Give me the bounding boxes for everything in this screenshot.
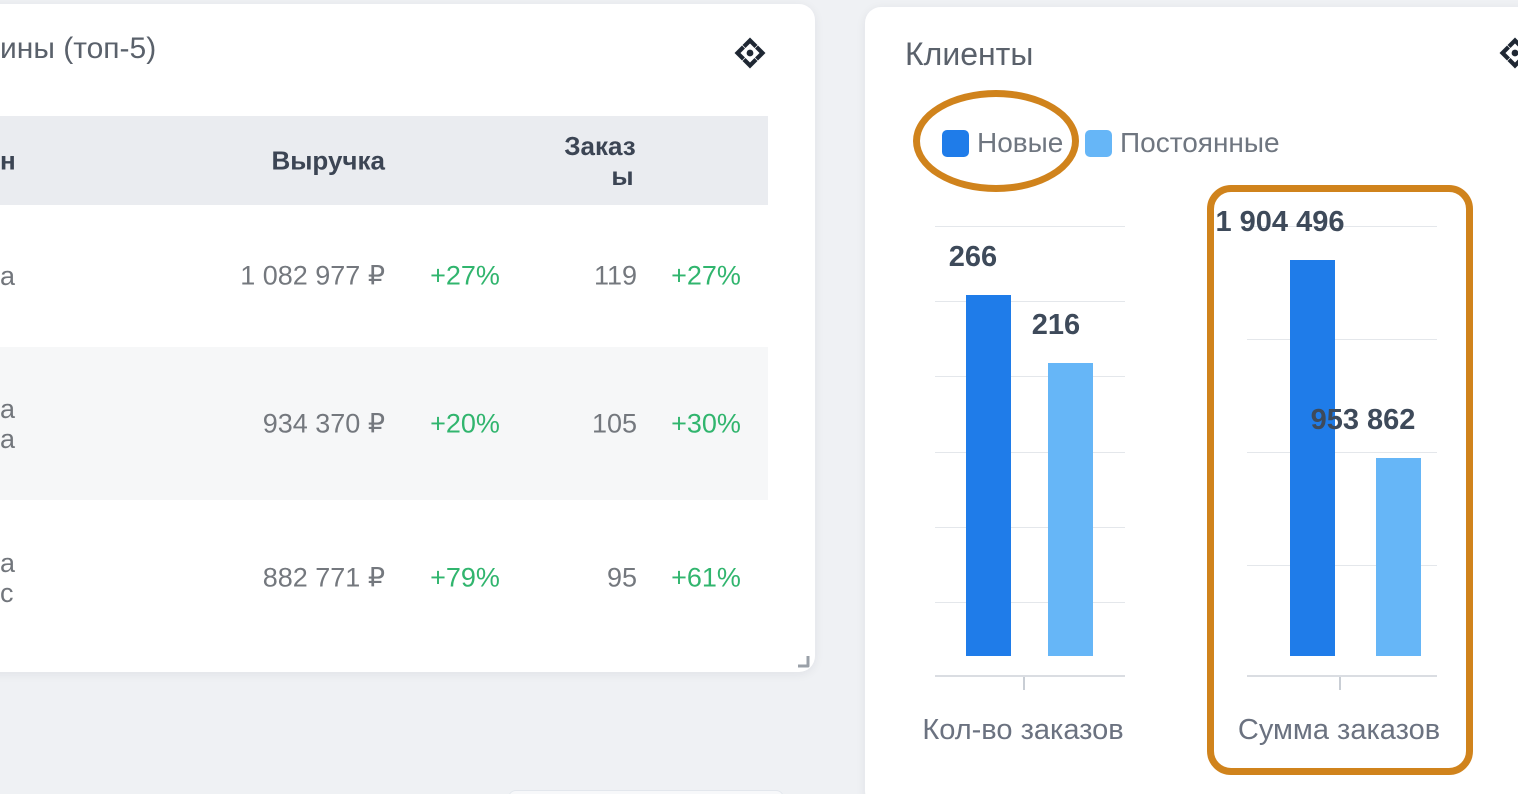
- move-icon[interactable]: [1498, 36, 1518, 70]
- bar-value-label: 1 904 496: [1215, 206, 1345, 239]
- store-name-fragment: а а: [0, 393, 16, 454]
- gridline: [1247, 226, 1437, 227]
- revenue-delta-badge: +79%: [430, 562, 500, 592]
- legend-swatch-new: [942, 129, 969, 157]
- stores-table: н Выручка Заказ ы а 1 082 977 ₽ +27% 119…: [0, 116, 768, 655]
- orders-value: 95: [606, 562, 637, 592]
- gridline: [1247, 339, 1437, 340]
- bar-new-count[interactable]: [966, 294, 1011, 656]
- legend-label-new: Новые: [977, 127, 1064, 158]
- revenue-value: 934 370 ₽: [262, 408, 385, 438]
- store-name-fragment: а с: [0, 547, 16, 608]
- axis-tick: [1023, 677, 1025, 690]
- legend-item-regular[interactable]: Постоянные: [1085, 127, 1280, 159]
- legend-item-new[interactable]: Новые: [942, 127, 1063, 159]
- header-revenue: Выручка: [271, 145, 385, 175]
- orders-value: 119: [593, 260, 637, 291]
- bar-regular-sum[interactable]: [1376, 457, 1421, 656]
- gridline: [935, 301, 1125, 302]
- category-label-order-sum: Сумма заказов: [1237, 714, 1441, 746]
- stores-card-title: ины (топ-5): [0, 32, 157, 65]
- clients-card-title: Клиенты: [905, 36, 1034, 72]
- orders-delta-badge: +27%: [671, 260, 741, 291]
- revenue-delta-badge: +27%: [430, 260, 500, 291]
- store-name-fragment: а: [0, 261, 16, 291]
- bottom-card-edge: [508, 790, 784, 794]
- bar-new-sum[interactable]: [1290, 260, 1335, 656]
- table-header-row: н Выручка Заказ ы: [0, 116, 768, 205]
- gridline: [1247, 565, 1437, 566]
- gridline: [935, 452, 1125, 453]
- orders-delta-badge: +30%: [671, 408, 741, 438]
- table-row: а а 934 370 ₽ +20% 105 +30%: [0, 347, 768, 500]
- category-label-order-count: Кол-во заказов: [922, 714, 1124, 746]
- move-icon-glyph: [1499, 37, 1518, 69]
- header-orders: Заказ ы: [564, 130, 636, 191]
- legend-swatch-regular: [1085, 129, 1112, 157]
- gridline: [935, 376, 1125, 377]
- bar-value-label: 216: [1031, 308, 1081, 341]
- gridline: [935, 602, 1125, 603]
- clients-card: Клиенты Новые Постоянные 266 216: [865, 7, 1518, 794]
- resize-corner-glyph: [798, 656, 810, 668]
- header-store: н: [0, 145, 16, 175]
- gridline: [1247, 452, 1437, 453]
- legend-label-regular: Постоянные: [1120, 127, 1280, 158]
- chart-group-order-sum: 1 904 496 953 862: [1215, 206, 1437, 690]
- gridline: [935, 527, 1125, 528]
- gridline: [935, 226, 1125, 227]
- move-icon[interactable]: [733, 36, 767, 70]
- revenue-value: 882 771 ₽: [262, 562, 385, 592]
- bar-value-label: 266: [948, 240, 998, 273]
- resize-corner-icon[interactable]: [795, 653, 811, 669]
- axis-tick: [1339, 677, 1341, 690]
- orders-value: 105: [591, 408, 637, 438]
- bar-regular-count[interactable]: [1048, 362, 1093, 656]
- table-row: а 1 082 977 ₽ +27% 119 +27%: [0, 205, 768, 347]
- stores-card: ины (топ-5) н Выручка Заказ ы а 1 082 97…: [0, 4, 815, 672]
- orders-delta-badge: +61%: [671, 562, 741, 592]
- chart-group-order-count: 266 216: [935, 226, 1125, 690]
- revenue-value: 1 082 977 ₽: [240, 260, 385, 291]
- revenue-delta-badge: +20%: [430, 408, 500, 438]
- bar-value-label: 953 862: [1310, 403, 1416, 436]
- table-row: а с 882 771 ₽ +79% 95 +61%: [0, 500, 768, 655]
- move-icon-glyph: [734, 37, 766, 69]
